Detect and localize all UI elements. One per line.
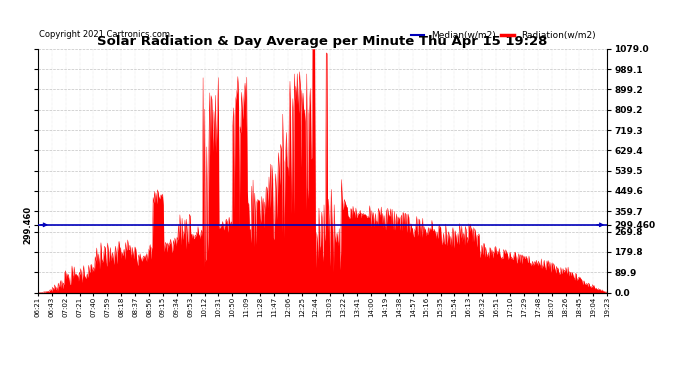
Text: Copyright 2021 Cartronics.com: Copyright 2021 Cartronics.com [39,30,170,39]
Title: Solar Radiation & Day Average per Minute Thu Apr 15 19:28: Solar Radiation & Day Average per Minute… [97,34,548,48]
Legend: Median(w/m2), Radiation(w/m2): Median(w/m2), Radiation(w/m2) [407,28,600,44]
